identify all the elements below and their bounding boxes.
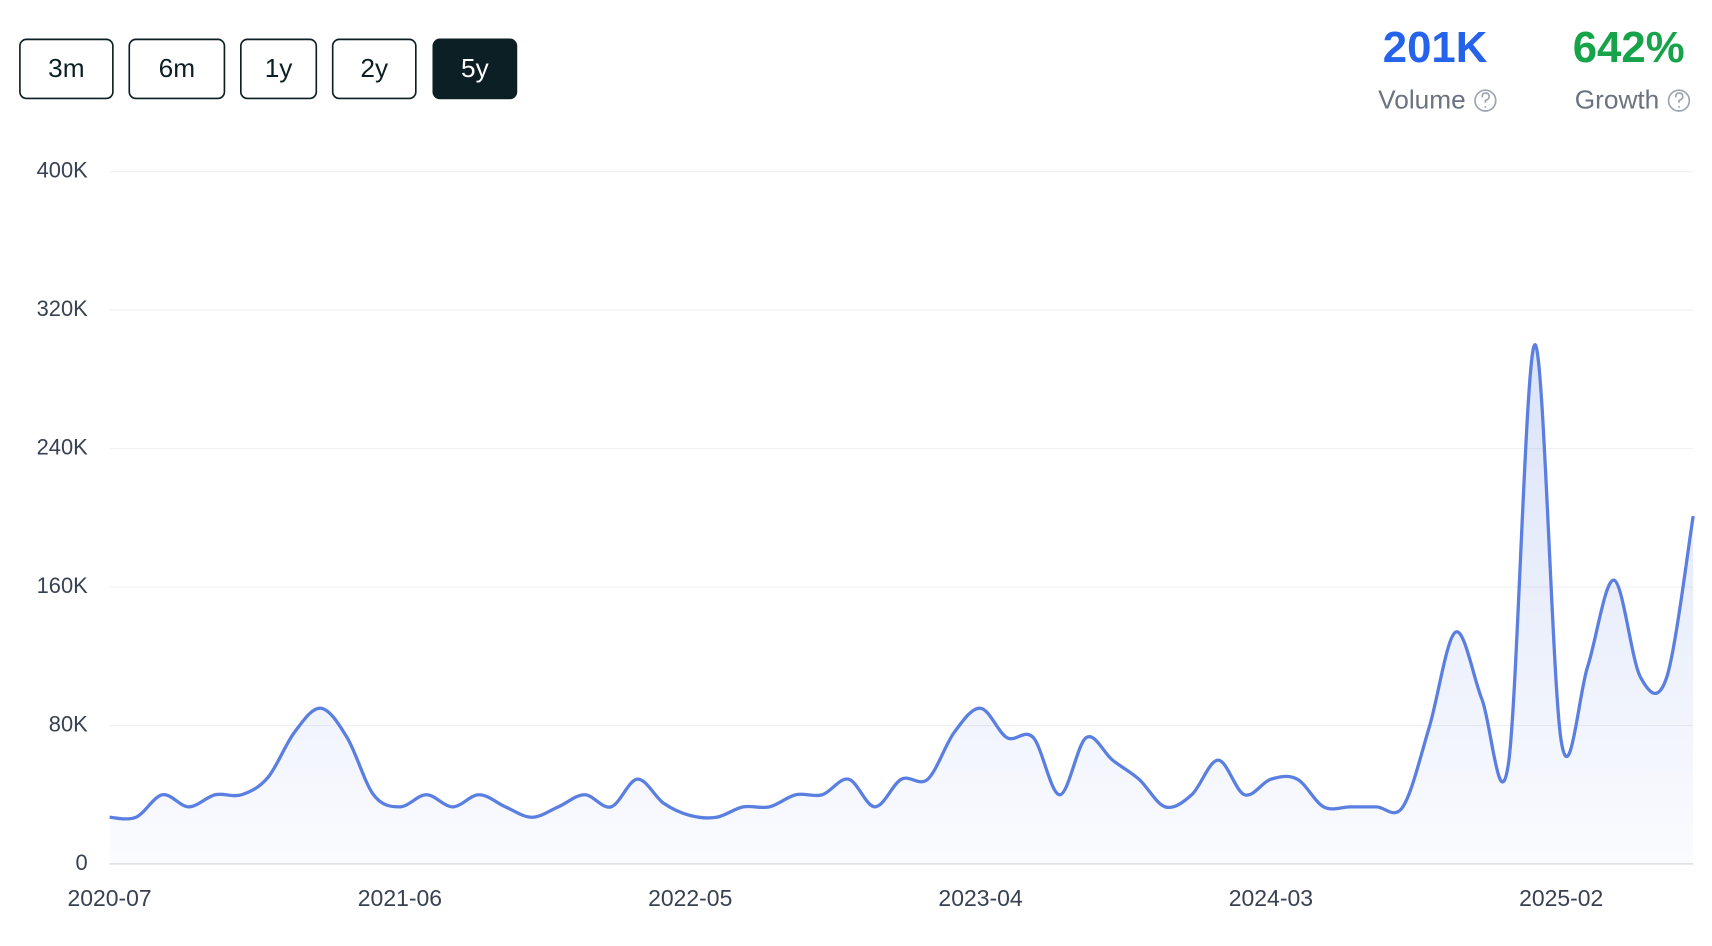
x-tick-label: 2022-05	[648, 885, 732, 911]
help-icon-glyph	[1674, 92, 1684, 108]
help-icon[interactable]	[1667, 89, 1691, 112]
y-tick-label: 80K	[49, 711, 88, 736]
x-tick-label: 2024-03	[1229, 885, 1313, 911]
range-button[interactable]	[432, 38, 518, 100]
y-tick-label: 240K	[37, 434, 88, 459]
stat-label: Volume	[1378, 85, 1466, 115]
range-button[interactable]	[331, 38, 417, 100]
help-icon[interactable]	[1474, 89, 1497, 112]
range-button[interactable]	[19, 38, 114, 100]
stat-label: Growth	[1575, 85, 1660, 115]
y-tick-label: 0	[76, 850, 88, 875]
y-tick-label: 400K	[37, 157, 88, 182]
range-button[interactable]	[240, 38, 318, 100]
range-button[interactable]	[128, 38, 226, 100]
x-tick-label: 2020-07	[67, 885, 151, 911]
x-tick-label: 2021-06	[358, 885, 442, 911]
range-button-label[interactable]: 3m	[48, 53, 84, 83]
stat-value: 642%	[1573, 23, 1685, 72]
y-tick-label: 160K	[37, 573, 88, 598]
range-button-label[interactable]: 2y	[360, 53, 389, 83]
help-icon-glyph	[1481, 92, 1491, 108]
line	[109, 343, 1695, 821]
x-tick-label: 2025-02	[1519, 885, 1603, 911]
stat-value: 201K	[1383, 23, 1488, 72]
range-button-label[interactable]: 5y	[461, 53, 490, 83]
range-button-label[interactable]: 6m	[159, 53, 195, 83]
x-tick-label: 2023-04	[938, 885, 1022, 911]
y-tick-label: 320K	[37, 296, 88, 321]
area	[109, 344, 1694, 864]
range-button-label[interactable]: 1y	[265, 53, 294, 83]
chart-layer: 3m 6m 1y 2y 5y 201K Volume 642% Growth 0 80K 160K 24…	[19, 23, 1695, 911]
